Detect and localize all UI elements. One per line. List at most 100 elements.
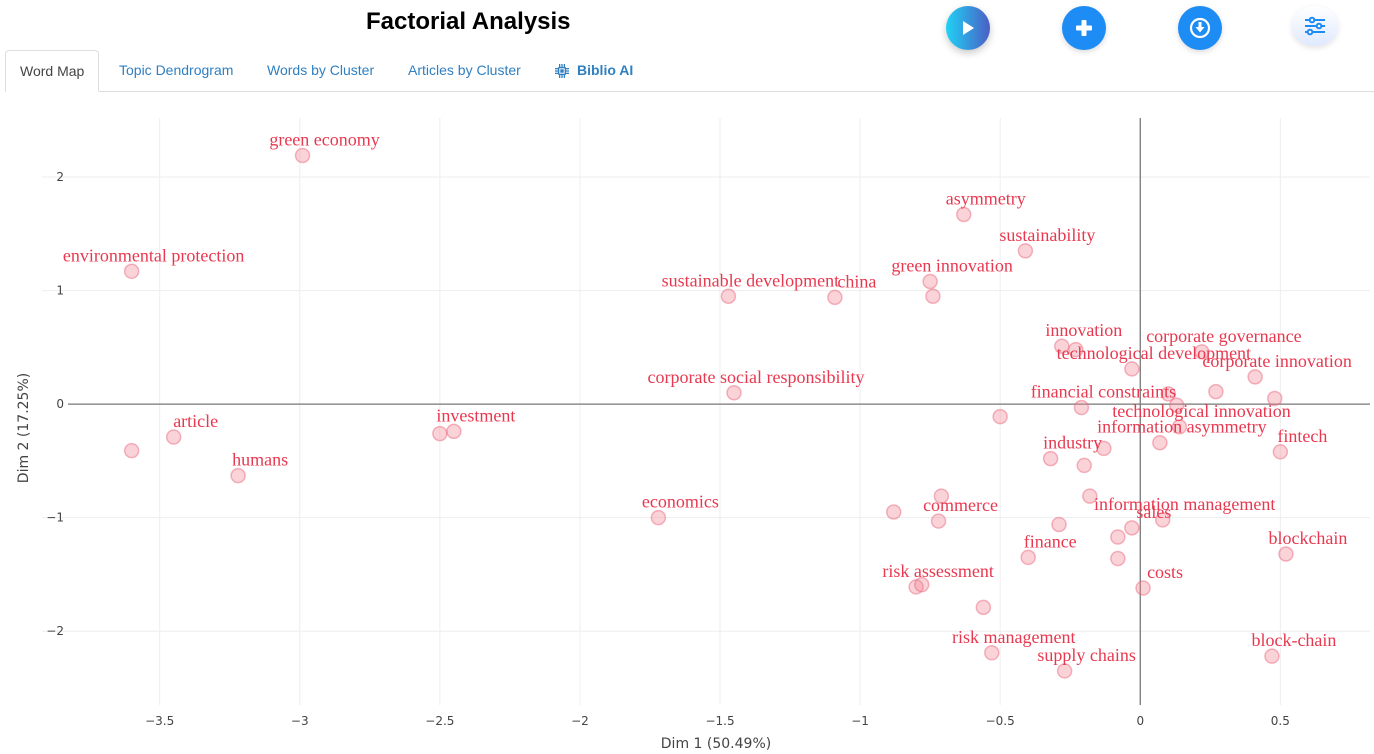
data-point [1208,383,1224,400]
y-tick-label: −1 [46,511,64,525]
point-label: risk management [952,627,1075,647]
y-tick-label: −2 [46,624,64,638]
x-tick-label: −1 [851,714,869,728]
tab-bar: Word Map Topic Dendrogram Words by Clust… [5,50,1374,92]
data-point [930,513,947,529]
point-label: supply chains [1037,645,1136,665]
point-label: asymmetry [946,189,1026,209]
point-label: sustainable development [662,270,839,290]
data-point [1076,457,1092,474]
tab-label: Biblio AI [577,62,634,78]
data-point [446,423,462,440]
point-label: article [173,411,218,431]
data-point [1152,434,1168,451]
data-point [933,488,950,504]
data-point [1124,361,1140,377]
tab-biblio-ai[interactable]: Biblio AI [541,50,647,91]
point-label: information asymmetry [1097,417,1266,437]
data-point [1171,419,1188,435]
point-label: investment [436,405,515,425]
data-point [925,288,941,305]
x-tick-label: 0.5 [1271,714,1290,728]
data-point [1266,390,1283,407]
point-label: information management [1094,494,1275,514]
x-tick-label: −2 [571,714,589,728]
point-label: blockchain [1268,528,1347,548]
point-label: corporate governance [1146,326,1301,346]
point-label: sustainability [999,225,1095,245]
point-label: sales [1136,502,1171,522]
point-label: commerce [923,495,998,515]
x-tick-label: −3 [291,714,309,728]
points-layer [123,147,1294,679]
data-point [827,289,843,306]
tab-words-by-cluster[interactable]: Words by Cluster [253,50,388,91]
data-point [1135,580,1151,596]
data-point [984,645,1000,661]
x-tick-label: 0 [1136,714,1144,728]
download-icon [1189,17,1211,39]
point-label: technological development [1057,343,1251,363]
tab-label: Topic Dendrogram [119,62,234,78]
point-label: environmental protection [63,245,244,265]
data-point [1160,386,1177,402]
data-point [123,263,140,280]
labels-layer: green economy environmental protection asy… [63,129,1352,664]
data-point [1264,648,1280,664]
tab-label: Articles by Cluster [408,62,521,78]
data-point [1194,344,1210,360]
data-point [1272,444,1289,460]
data-point [1020,549,1036,566]
tab-topic-dendrogram[interactable]: Topic Dendrogram [105,50,247,91]
sliders-icon [1305,16,1325,36]
point-label: technological innovation [1112,401,1290,421]
data-point [230,467,246,484]
tab-label: Word Map [20,63,85,79]
data-point [885,504,902,520]
x-axis-ticks: −3.5 −3 −2.5 −2 −1.5 −1 −0.5 0 0.5 [145,714,1290,728]
options-button[interactable] [1292,6,1338,46]
tab-word-map[interactable]: Word Map [5,50,100,92]
point-label: industry [1043,433,1102,453]
data-point [123,442,140,459]
data-point [1073,399,1090,416]
add-button[interactable] [1062,6,1106,50]
page-title: Factorial Analysis [366,8,571,35]
data-point [1042,450,1059,467]
data-point [165,429,182,445]
y-axis-ticks: −2 −1 0 1 2 [46,170,64,638]
data-point [1154,512,1171,528]
point-label: financial constraints [1031,382,1176,402]
point-label: finance [1024,531,1077,551]
x-tick-label: −3.5 [145,714,174,728]
data-point [1017,243,1034,259]
run-button[interactable] [946,6,990,50]
x-axis-title: Dim 1 (50.49%) [661,736,771,752]
point-label: block-chain [1251,630,1336,650]
data-point [922,273,938,290]
chip-icon [555,64,569,79]
data-point [1068,341,1084,358]
data-point [1247,369,1263,385]
point-label: green economy [269,129,379,149]
data-point [1168,397,1185,414]
data-point [992,408,1008,425]
x-tick-label: −2.5 [425,714,454,728]
data-point [956,206,972,223]
point-label: innovation [1045,320,1122,340]
zero-lines [68,118,1370,705]
data-point [1110,529,1126,545]
data-point [1056,663,1073,679]
download-button[interactable] [1178,6,1222,50]
point-label: costs [1147,562,1183,582]
x-tick-label: −0.5 [986,714,1015,728]
y-tick-label: 1 [56,284,64,298]
play-icon [963,21,974,35]
data-point [720,288,737,305]
data-point [1051,516,1067,533]
data-point [975,599,992,616]
point-label: economics [642,492,719,512]
tab-articles-by-cluster[interactable]: Articles by Cluster [394,50,535,91]
data-point [1124,520,1140,536]
data-point [1110,550,1126,567]
